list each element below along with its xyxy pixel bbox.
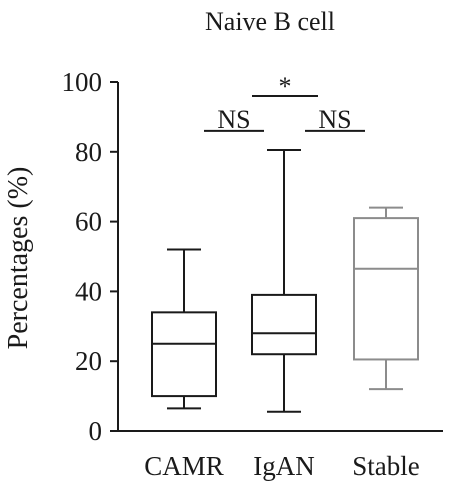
- chart-title: Naive B cell: [205, 7, 335, 36]
- axes: [117, 82, 443, 432]
- box-camr: [151, 248, 217, 410]
- y-tick-label: 100: [62, 67, 103, 97]
- box-stable: [353, 206, 419, 391]
- y-ticks: 0 20 40 60 80 100: [62, 67, 118, 446]
- x-tick-label: IgAN: [253, 451, 315, 481]
- y-tick-label: 60: [75, 207, 102, 237]
- significance-annotations: NS * NS: [204, 72, 365, 134]
- box-iqr: [353, 217, 419, 361]
- y-axis-label: Percentages (%): [3, 167, 34, 350]
- significance-label: *: [279, 72, 292, 101]
- y-tick-label: 80: [75, 137, 102, 167]
- y-tick-label: 20: [75, 346, 102, 376]
- y-tick-label: 40: [75, 276, 102, 306]
- box-igan: [251, 149, 317, 413]
- significance-label: NS: [318, 105, 351, 134]
- x-tick-label: Stable: [352, 451, 420, 481]
- boxes: [151, 149, 419, 413]
- x-tick-labels: CAMR IgAN Stable: [144, 451, 420, 481]
- significance-label: NS: [217, 105, 250, 134]
- box-iqr: [251, 293, 317, 356]
- x-tick-label: CAMR: [144, 451, 224, 481]
- box-iqr: [151, 311, 217, 398]
- y-tick-label: 0: [89, 416, 103, 446]
